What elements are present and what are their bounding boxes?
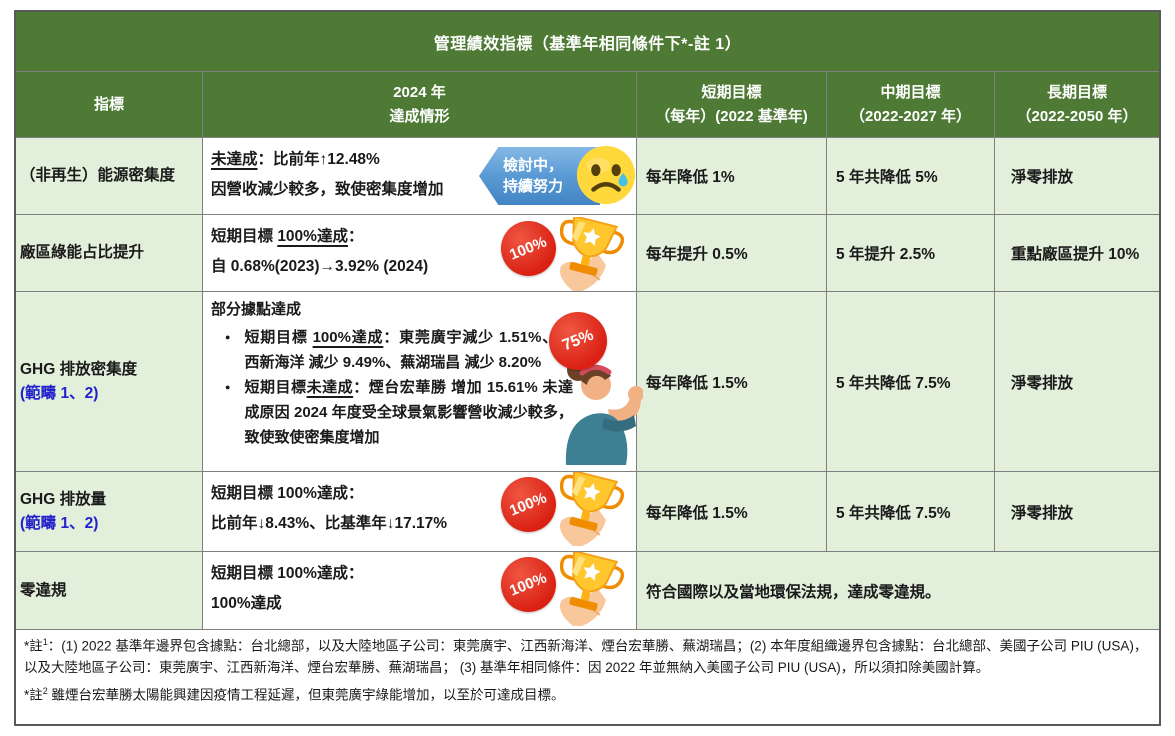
status-line2: 比前年↓8.43%、比基準年↓17.17% [211,515,448,533]
col-header-mid-term: 中期目標 （2022-2027 年） [827,72,995,138]
bullet2-underlined: 未達成 [306,378,354,396]
footnote-2: *註2 雖煙台宏華勝太陽能興建因疫情工程延遲，但東莞廣宇綠能增加，以至於可達成目… [24,684,1149,706]
status-prefix: 短期目標 [211,228,278,245]
status-line2: 100%達成 [211,595,282,613]
indicator-label: 零違規 [20,581,67,599]
callout-line2: 持續努力 [503,178,564,195]
cell-mid-goal-ghg-emissions: 5 年共降低 7.5% [827,472,995,552]
bullet-item-achieved: 短期目標 100%達成：東莞廣宇減少 1.51%、江西新海洋 減少 9.49%、… [211,325,573,375]
status-line2: 因營收減少較多，致使密集度增加 [211,181,444,199]
cell-long-goal-energy: 淨零排放 [995,138,1159,215]
cell-2024-zero-violation: 短期目標 100%達成： 100%達成 100% [203,552,637,630]
cell-mid-goal-green-energy: 5 年提升 2.5% [827,215,995,292]
status-rest: ：比前年↑12.48% [257,151,380,168]
flexing-woman-icon [551,354,643,466]
col-header-mid-line1: 中期目標 [880,84,941,102]
percent-badge-label: 100% [507,569,550,600]
performance-table: 管理績效指標（基準年相同條件下*-註 1） 指標 2024 年 達成情形 短期目… [14,10,1161,726]
cell-short-goal-energy: 每年降低 1% [637,138,827,215]
col-header-mid-line2: （2022-2027 年） [850,107,971,125]
percent-badge: 75% [549,312,607,370]
col-header-2024: 2024 年 達成情形 [203,72,637,138]
cell-indicator-ghg-intensity: GHG 排放密集度 (範疇 1、2) [16,292,203,472]
status-underlined: 未達成 [211,151,258,168]
footnote-1-sup: 1 [42,637,48,647]
col-header-2024-line2: 達成情形 [389,107,450,125]
bullet-text: 短期目標 100%達成：東莞廣宇減少 1.51%、江西新海洋 減少 9.49%、… [244,325,573,375]
crying-face-icon [575,144,637,206]
status-line1: 短期目標 100%達成： [211,565,364,582]
footnote-2-marker: *註 [24,687,43,703]
col-header-short-line1: 短期目標 [701,84,762,102]
status-suffix: ： [347,228,364,245]
col-header-indicator: 指標 [16,72,203,138]
cell-mid-goal-ghg-intensity: 5 年共降低 7.5% [827,292,995,472]
percent-badge-label: 75% [559,327,596,355]
cell-2024-energy-intensity: 未達成：比前年↑12.48% 因營收減少較多，致使密集度增加 檢討中， 持續努力 [203,138,637,215]
footnotes: *註1：(1) 2022 基準年邊界包含據點：台北總部，以及大陸地區子公司：東莞… [16,630,1159,724]
cell-short-goal-green-energy: 每年提升 0.5% [637,215,827,292]
indicator-label: （非再生）能源密集度 [20,167,176,185]
percent-badge-label: 100% [507,489,550,520]
cell-indicator-green-energy: 廠區綠能占比提升 [16,215,203,292]
cell-2024-ghg-intensity: 部分據點達成 短期目標 100%達成：東莞廣宇減少 1.51%、江西新海洋 減少… [203,292,637,472]
bullet1-underlined: 100%達成 [312,328,384,346]
bullet1-prefix: 短期目標 [244,328,313,346]
cell-long-goal-ghg-intensity: 淨零排放 [995,292,1159,472]
callout-line1: 檢討中， [503,157,564,174]
footnote-1-text: ：(1) 2022 基準年邊界包含據點：台北總部，以及大陸地區子公司：東莞廣宇、… [24,638,1148,676]
indicator-scope-label: (範疇 1、2) [20,384,99,402]
status-line1: 未達成：比前年↑12.48% [211,145,628,175]
cell-2024-ghg-emissions: 短期目標 100%達成： 比前年↓8.43%、比基準年↓17.17% 100% [203,472,637,552]
col-header-long-term: 長期目標 （2022-2050 年） [995,72,1159,138]
col-header-short-term: 短期目標 （每年）(2022 基準年) [637,72,827,138]
percent-badge: 100% [501,557,556,612]
percent-badge: 100% [501,221,556,276]
cell-long-goal-green-energy: 重點廠區提升 10% [995,215,1159,292]
col-header-long-line2: （2022-2050 年） [1016,107,1138,125]
cell-2024-green-energy: 短期目標 100%達成： 自 0.68%(2023)→3.92% (2024) … [203,215,637,292]
percent-badge-label: 100% [507,233,550,264]
percent-badge: 100% [501,477,556,532]
indicator-scope-label: (範疇 1、2) [20,514,99,532]
status-line2: 自 0.68%(2023)→3.92% (2024) [211,258,429,276]
footnote-2-text: 雖煙台宏華勝太陽能興建因疫情工程延遲，但東莞廣宇綠能增加，以至於可達成目標。 [47,687,565,703]
indicator-label: 廠區綠能占比提升 [20,244,145,262]
status-line1: 短期目標 100%達成： [211,485,364,502]
bullet2-prefix: 短期目標 [244,378,307,396]
cell-mid-goal-energy: 5 年共降低 5% [827,138,995,215]
table-title: 管理績效指標（基準年相同條件下*-註 1） [16,12,1159,72]
bullet-text: 短期目標未達成：煙台宏華勝 增加 15.61% 未達成原因 2024 年度受全球… [244,375,573,450]
footnote-1-marker: *註 [24,638,43,654]
col-header-2024-line1: 2024 年 [393,84,446,102]
col-header-indicator-label: 指標 [93,95,124,113]
col-header-long-line1: 長期目標 [1046,84,1107,102]
footnote-1: *註1：(1) 2022 基準年邊界包含據點：台北總部，以及大陸地區子公司：東莞… [24,635,1149,679]
bullet2-rest: ：煙台宏華勝 增加 15.61% 未達成原因 2024 年度受全球景氣影響營收減… [244,378,573,446]
cell-merged-goal-zero-violation: 符合國際以及當地環保法規，達成零違規。 [637,552,1159,630]
cell-short-goal-ghg-emissions: 每年降低 1.5% [637,472,827,552]
status-underlined: 100%達成 [277,228,348,245]
cell-indicator-zero-violation: 零違規 [16,552,203,630]
bullet1-rest: ：東莞廣宇減少 1.51%、江西新海洋 減少 9.49%、蕪湖瑞昌 減少 8.2… [244,328,573,371]
bullet-item-missed: 短期目標未達成：煙台宏華勝 增加 15.61% 未達成原因 2024 年度受全球… [211,375,573,450]
cell-short-goal-ghg-intensity: 每年降低 1.5% [637,292,827,472]
status-line1: 短期目標 100%達成： [211,222,628,252]
cell-indicator-energy-intensity: （非再生）能源密集度 [16,138,203,215]
indicator-label: GHG 排放量 [20,491,107,509]
col-header-short-line2: （每年）(2022 基準年) [655,107,808,125]
footnote-2-sup: 2 [42,685,48,696]
cell-indicator-ghg-emissions: GHG 排放量 (範疇 1、2) [16,472,203,552]
cell-long-goal-ghg-emissions: 淨零排放 [995,472,1159,552]
indicator-label: GHG 排放密集度 [20,361,138,379]
status-heading: 部分據點達成 [211,301,302,318]
review-callout: 檢討中， 持續努力 [479,147,600,205]
